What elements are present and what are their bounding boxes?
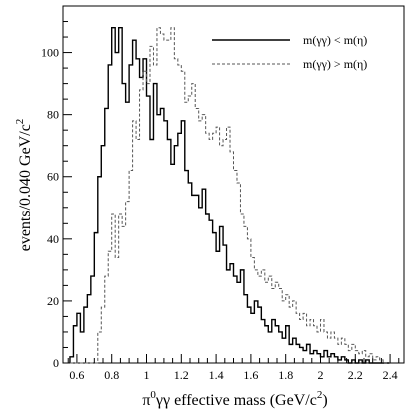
x-axis-label-sup1: 0	[150, 389, 156, 401]
x-tick-label: 2.4	[383, 368, 398, 382]
x-tick-label: 1	[144, 368, 150, 382]
x-tick-label: 1.4	[209, 368, 224, 382]
x-axis-label-suffix: )	[322, 392, 327, 409]
x-tick-label: 2.2	[348, 368, 363, 382]
legend: m(γγ) < m(η) m(γγ) > m(η)	[212, 33, 367, 71]
series-line-above-eta	[69, 27, 391, 364]
y-tick-label: 60	[47, 170, 59, 184]
x-axis-label: π0γγ effective mass (GeV/c2)	[142, 389, 327, 409]
y-tick-label: 40	[47, 232, 59, 246]
y-tick-label: 20	[47, 294, 59, 308]
x-axis-label-prefix: π	[142, 392, 150, 409]
x-axis-label-sup2: 2	[317, 389, 323, 401]
y-axis-label-sup: 2	[14, 119, 26, 125]
x-axis-label-middle: γγ effective mass (GeV/c	[155, 392, 317, 409]
y-axis-label: events/0.040 GeV/c2	[14, 119, 34, 252]
x-tick-label: 2	[317, 368, 323, 382]
x-tick-label: 0.8	[104, 368, 119, 382]
series-line-below-eta	[69, 27, 391, 364]
x-tick-label: 1.6	[243, 368, 258, 382]
legend-label: m(γγ) > m(η)	[303, 57, 367, 71]
series-layer	[69, 27, 391, 364]
y-tick-label: 100	[41, 46, 59, 60]
x-tick-label: 0.6	[69, 368, 84, 382]
legend-label: m(γγ) < m(η)	[303, 33, 367, 47]
axes: 0.6 0.8 1 1.2 1.4 1.6 1.8 2 2.2 2.4 0 20 40 60 80 100	[41, 5, 405, 382]
x-tick-label: 1.2	[174, 368, 189, 382]
x-tick-label: 1.8	[278, 368, 293, 382]
y-tick-label: 0	[53, 356, 59, 370]
y-tick-label: 80	[47, 108, 59, 122]
y-axis-label-main: events/0.040 GeV/c	[17, 124, 34, 251]
